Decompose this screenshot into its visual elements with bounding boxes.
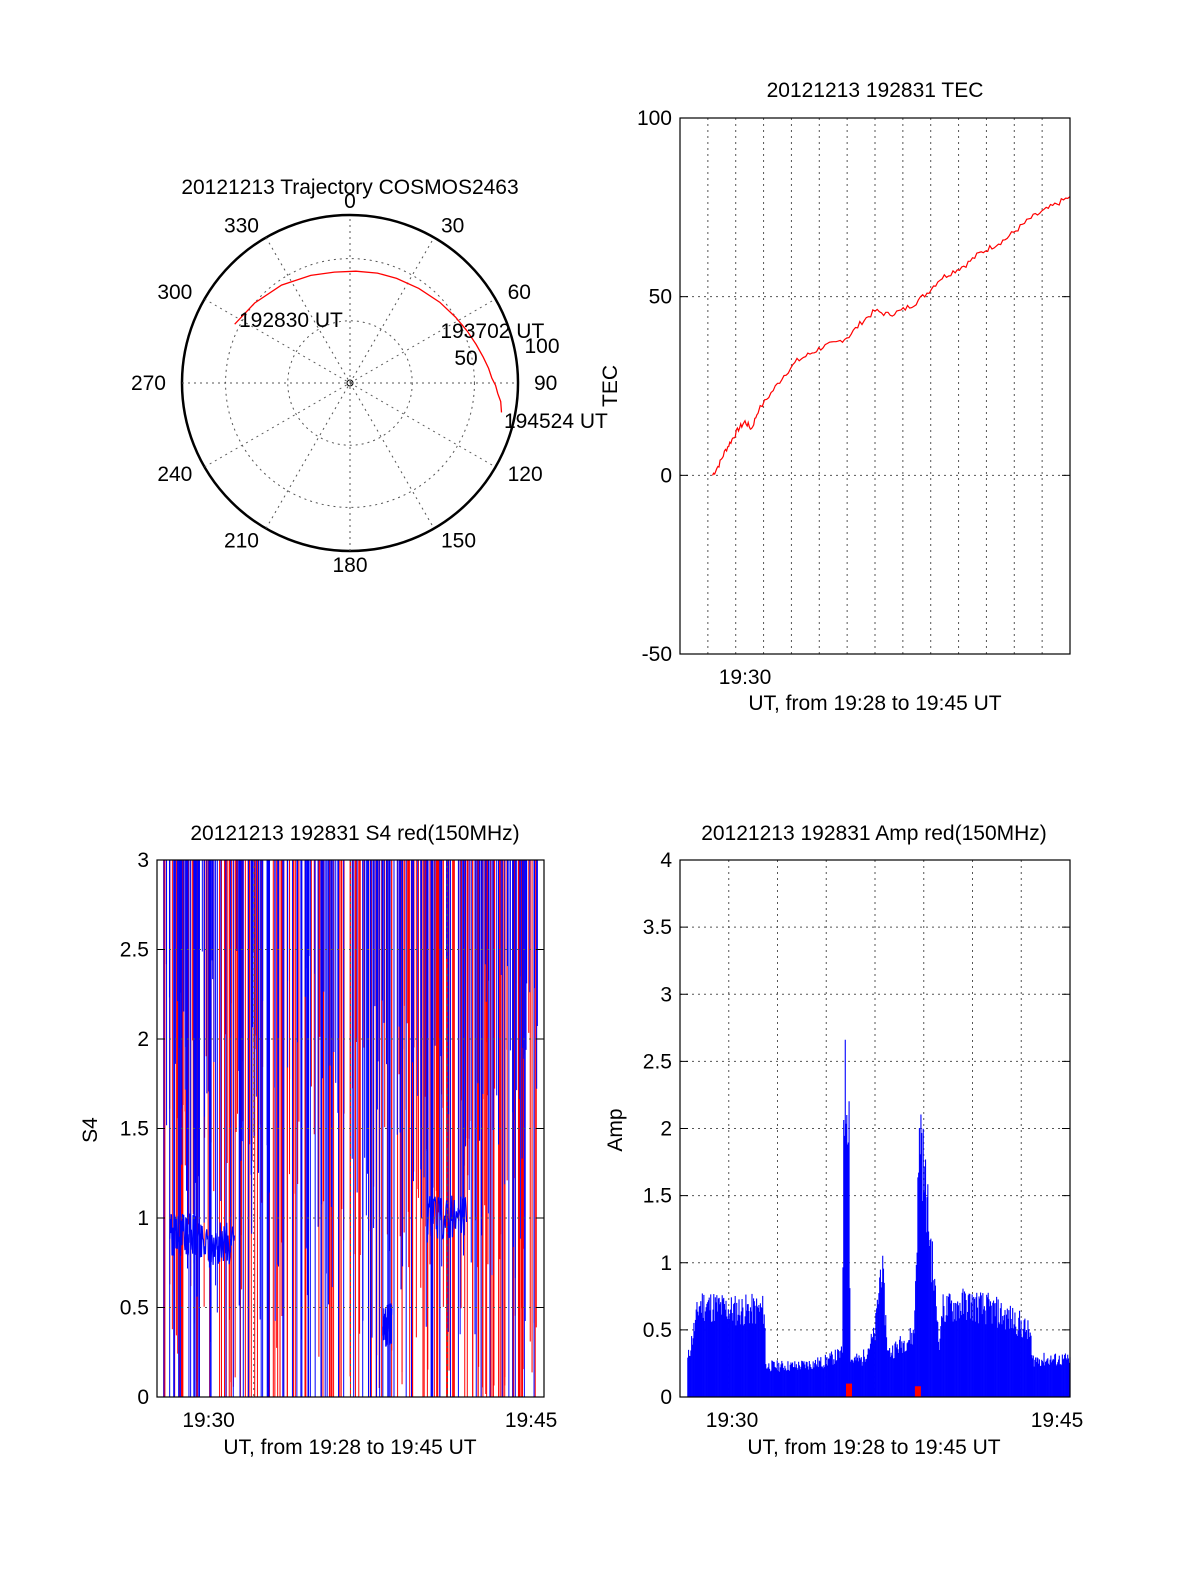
amp-title: 20121213 192831 Amp red(150MHz) [701,822,1047,845]
trajectory-annotation: 194524 UT [504,410,608,433]
s4-blue-segment [382,1303,393,1347]
s4-grid [157,860,544,1397]
y-tick-label: 1 [137,1207,149,1230]
polar-angle-label: 150 [441,530,476,553]
trajectory-annotation: 193702 UT [440,320,544,343]
s4-xlabel: UT, from 19:28 to 19:45 UT [223,1436,476,1459]
y-tick-label: 1 [660,1252,672,1275]
s4-y-ticks: 3 2.5 2 1.5 1 0.5 0 [120,849,544,1409]
y-tick-label: 0 [660,1386,672,1409]
y-tick-label: 4 [660,849,672,872]
s4-blue-segment [195,1222,235,1265]
y-tick-label: 0 [660,464,672,487]
x-tick-label: 19:30 [706,1409,759,1432]
polar-grid [180,213,520,553]
polar-angle-label: 240 [157,463,192,486]
trajectory-path [234,270,503,413]
tec-series-line [711,196,1071,476]
y-tick-label: 0 [137,1386,149,1409]
amp-x-ticks: 19:30 19:45 [706,1409,1084,1432]
y-tick-label: -50 [642,643,672,666]
polar-title: 20121213 Trajectory COSMOS2463 [181,176,518,199]
trajectory-annotation: 192830 UT [239,309,343,332]
polar-elevation-labels: 50 100 [454,335,559,370]
trajectory-annotations: 192830 UT 193702 UT 194524 UT [239,309,608,433]
polar-angle-label: 0 [344,190,356,213]
amp-ylabel: Amp [604,1108,627,1151]
polar-angle-label: 180 [332,554,367,577]
s4-blue-segment [169,1213,197,1256]
tec-line [711,196,1071,476]
polar-center [346,379,354,387]
polar-spoke-150 [265,237,435,529]
polar-trajectory-plot: 20121213 Trajectory COSMOS2463 0 30 60 90 12… [131,176,608,577]
tec-xlabel: UT, from 19:28 to 19:45 UT [748,692,1001,715]
polar-angle-label: 330 [224,214,259,237]
tec-x-ticks: 19:30 [719,666,772,689]
s4-x-ticks: 19:30 19:45 [182,1409,557,1432]
tec-ylabel: TEC [599,365,622,407]
amp-series [687,1039,1071,1397]
s4-plot: 20121213 192831 S4 red(150MHz) 3 2.5 2 1.5 1… [79,822,557,1459]
y-tick-label: 2 [137,1028,149,1051]
amp-y-ticks: 4 3.5 3 2.5 2 1.5 1 0.5 0 [643,849,1070,1409]
tec-y-ticks: 100 50 0 -50 [637,107,1070,666]
x-tick-label: 19:30 [719,666,772,689]
s4-title: 20121213 192831 S4 red(150MHz) [190,822,519,845]
amp-red-bump [914,1386,921,1397]
polar-angle-label: 30 [441,214,464,237]
polar-angle-labels: 0 30 60 90 120 150 180 210 240 270 300 330 [131,190,557,577]
polar-angle-label: 90 [534,372,557,395]
polar-elevation-label: 100 [524,335,559,358]
polar-angle-label: 120 [508,463,543,486]
amp-xlabel: UT, from 19:28 to 19:45 UT [747,1436,1000,1459]
x-tick-label: 19:45 [1031,1409,1084,1432]
y-tick-label: 2.5 [120,939,149,962]
amp-red-bump [846,1383,852,1397]
polar-angle-label: 210 [224,530,259,553]
y-tick-label: 0.5 [643,1319,672,1342]
tec-grid [680,118,1070,654]
polar-elevation-ring-0 [287,320,413,446]
tec-frame [679,117,1071,655]
y-tick-label: 100 [637,107,672,130]
y-tick-label: 2.5 [643,1050,672,1073]
x-tick-label: 19:45 [505,1409,558,1432]
y-tick-label: 1.5 [120,1118,149,1141]
x-tick-label: 19:30 [182,1409,235,1432]
y-tick-label: 1.5 [643,1185,672,1208]
s4-ylabel: S4 [79,1117,102,1143]
y-tick-label: 3.5 [643,916,672,939]
tec-title: 20121213 192831 TEC [767,79,984,102]
y-tick-label: 3 [137,849,149,872]
polar-elevation-label: 50 [454,347,477,370]
y-tick-label: 3 [660,983,672,1006]
y-tick-label: 2 [660,1118,672,1141]
polar-angle-label: 60 [508,281,531,304]
trajectory-line [234,270,503,413]
polar-angle-label: 270 [131,372,166,395]
s4-blue-segment [427,1195,468,1240]
polar-angle-label: 300 [157,281,192,304]
y-tick-label: 0.5 [120,1297,149,1320]
tec-plot: 20121213 192831 TEC 100 50 0 -50 19:30 UT, … [599,79,1071,715]
y-tick-label: 50 [649,286,672,309]
amp-plot: 20121213 192831 Amp red(150MHz) 4 3.5 3 2.5… [604,822,1083,1459]
